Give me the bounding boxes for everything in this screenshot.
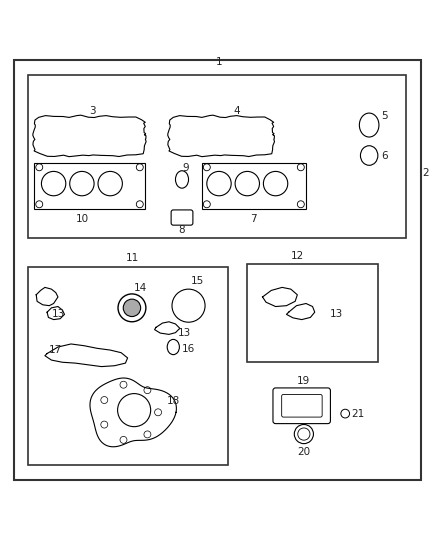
Text: 13: 13 bbox=[177, 328, 191, 337]
Text: 21: 21 bbox=[352, 409, 365, 418]
Text: 5: 5 bbox=[381, 111, 388, 122]
Text: 1: 1 bbox=[215, 56, 223, 67]
Text: 17: 17 bbox=[49, 345, 62, 355]
Text: 12: 12 bbox=[291, 251, 304, 261]
Text: 18: 18 bbox=[167, 397, 180, 407]
Bar bbox=[28, 75, 406, 238]
Text: 14: 14 bbox=[134, 282, 147, 293]
Bar bbox=[247, 264, 378, 362]
Text: 13: 13 bbox=[330, 309, 343, 319]
Text: 15: 15 bbox=[191, 276, 204, 286]
Bar bbox=[201, 163, 306, 208]
Text: 10: 10 bbox=[75, 214, 88, 224]
Text: 4: 4 bbox=[233, 107, 240, 116]
Bar bbox=[28, 266, 228, 465]
Text: 7: 7 bbox=[251, 214, 257, 224]
Text: 3: 3 bbox=[89, 107, 96, 116]
Text: 11: 11 bbox=[125, 253, 138, 263]
Circle shape bbox=[123, 299, 141, 317]
Bar bbox=[34, 163, 145, 208]
Text: 13: 13 bbox=[51, 309, 64, 319]
Text: 9: 9 bbox=[182, 163, 189, 173]
Text: 8: 8 bbox=[179, 225, 185, 235]
Text: 2: 2 bbox=[422, 168, 428, 178]
Text: 6: 6 bbox=[381, 150, 388, 160]
Text: 19: 19 bbox=[297, 376, 311, 386]
Text: 20: 20 bbox=[297, 447, 311, 457]
Text: 16: 16 bbox=[182, 344, 195, 354]
